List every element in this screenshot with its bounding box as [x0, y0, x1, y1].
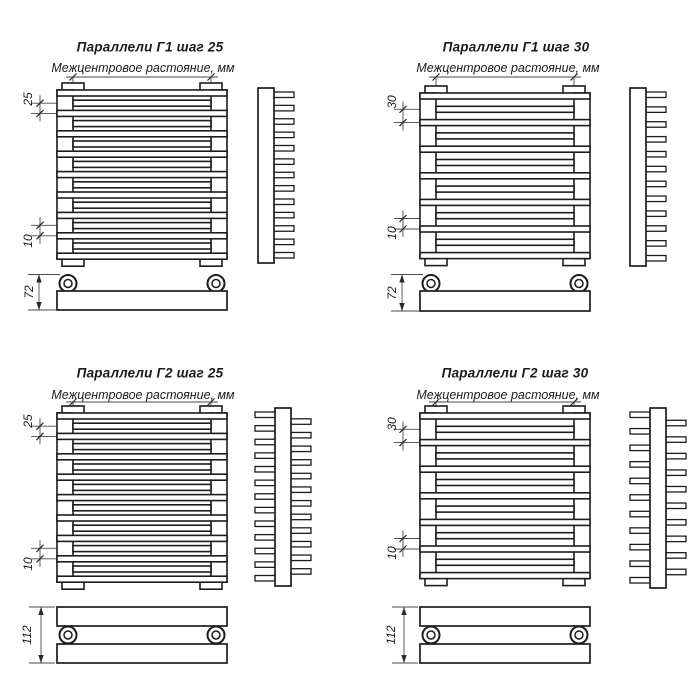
- side-view: [629, 407, 687, 589]
- plan-view: [392, 606, 591, 664]
- side-view: [254, 407, 312, 587]
- plan-view: [29, 606, 228, 664]
- panel-graphics-g1-step-25: [28, 73, 295, 311]
- plan-view: [28, 274, 228, 311]
- dimensions: [394, 73, 581, 237]
- side-view: [629, 87, 667, 267]
- front-view: [419, 405, 591, 587]
- front-view: [56, 82, 228, 268]
- side-view: [257, 87, 295, 264]
- plan-view: [391, 274, 591, 312]
- dimensions: [31, 73, 218, 244]
- front-view: [56, 405, 228, 591]
- panel-graphics-g1-step-30: [391, 73, 667, 312]
- panel-graphics-g2-step-25: [29, 398, 312, 664]
- panel-graphics-g2-step-30: [392, 398, 687, 664]
- front-view: [419, 85, 591, 267]
